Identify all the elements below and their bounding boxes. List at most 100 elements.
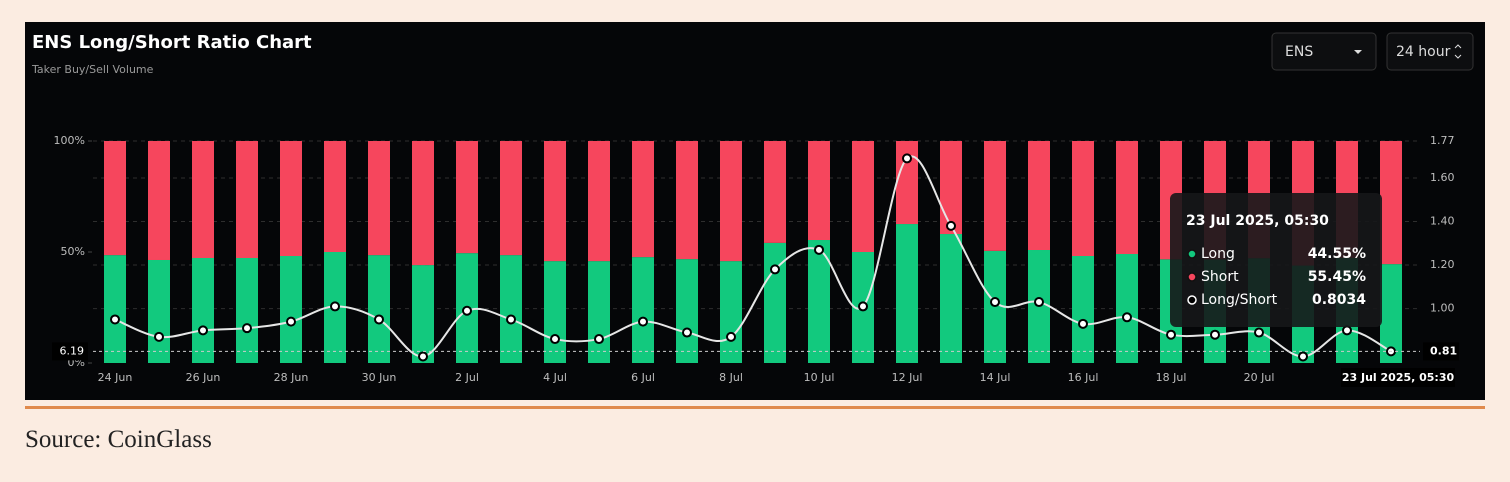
bar-long: [720, 261, 742, 363]
tooltip-swatch: [1187, 272, 1197, 282]
ratio-point: [990, 297, 1000, 308]
x-tick-label: 14 Jul: [980, 371, 1011, 384]
ratio-point: [946, 220, 956, 231]
crosshair-box: [1423, 342, 1459, 361]
chart-subtitle: Taker Buy/Sell Volume: [31, 63, 154, 76]
bar-long: [236, 257, 258, 363]
bar-long: [368, 255, 390, 363]
bar-short: [940, 141, 962, 235]
ratio-point: [858, 301, 868, 312]
ratio-point: [1122, 312, 1132, 323]
bar-short: [764, 141, 786, 243]
crosshair-box: [52, 342, 88, 361]
ratio-point: [594, 334, 604, 345]
ratio-point: [418, 351, 428, 362]
ratio-point: [1166, 329, 1176, 340]
select-arrow: [1354, 50, 1362, 54]
bar-long: [808, 240, 830, 363]
bar-long: [676, 259, 698, 363]
bar-short: [280, 141, 302, 256]
ratio-point: [1078, 318, 1088, 329]
x-tick-label: 20 Jul: [1244, 371, 1275, 384]
tooltip-box: [1170, 193, 1382, 327]
tooltip-value: 55.45%: [1308, 269, 1366, 285]
bar-short: [676, 141, 698, 260]
x-tick-label: 18 Jul: [1156, 371, 1187, 384]
y2-tick-label: 1.40: [1430, 215, 1455, 228]
bar-short: [104, 141, 126, 256]
y2-tick-label: 1.77: [1430, 134, 1455, 147]
y-tick-label: 50%: [61, 245, 85, 258]
bar-long: [192, 257, 214, 363]
bar-short: [192, 141, 214, 258]
ratio-point: [814, 244, 824, 255]
x-tick-label: 8 Jul: [719, 371, 743, 384]
bar-short: [500, 141, 522, 256]
ratio-point: [1298, 351, 1308, 362]
crosshair-box: [1341, 368, 1455, 387]
ratio-point: [330, 301, 340, 312]
chart-title: ENS Long/Short Ratio Chart: [32, 32, 312, 53]
source: Source: CoinGlass: [25, 426, 212, 453]
ratio-point: [550, 334, 560, 345]
ratio-point: [1210, 329, 1220, 340]
x-tick-label: 6 Jul: [631, 371, 655, 384]
bar-short: [1072, 141, 1094, 256]
crosshair-y-label: 6.19: [60, 344, 85, 357]
y2-tick-label: 1.60: [1430, 171, 1455, 184]
bar-short: [720, 141, 742, 262]
tooltip-title: 23 Jul 2025, 05:30: [1186, 213, 1329, 229]
bar-short: [324, 141, 346, 252]
x-tick-label: 30 Jun: [362, 371, 397, 384]
ratio-point: [1342, 325, 1352, 336]
ratio-point: [902, 153, 912, 164]
ratio-point: [154, 331, 164, 342]
ratio-point: [110, 314, 120, 325]
tooltip-swatch: [1187, 295, 1197, 305]
bar-long: [544, 261, 566, 363]
y2-tick-label: 1.00: [1430, 302, 1455, 315]
bar-long: [1116, 253, 1138, 363]
bar-long: [500, 255, 522, 363]
bar-long: [896, 224, 918, 363]
bar-short: [412, 141, 434, 266]
ratio-point: [462, 305, 472, 316]
divider: [25, 406, 1485, 409]
ratio-point: [506, 314, 516, 325]
crosshair-y2-label: 0.81: [1430, 344, 1457, 357]
bar-short: [896, 141, 918, 225]
bar-short: [984, 141, 1006, 251]
ratio-point: [198, 325, 208, 336]
bar-long: [1072, 255, 1094, 363]
tooltip-value: 0.8034: [1312, 292, 1366, 308]
y-tick-label: 100%: [54, 134, 85, 147]
ratio-point: [242, 323, 252, 334]
bar-short: [368, 141, 390, 256]
bar-short: [852, 141, 874, 252]
interval-select[interactable]: [1386, 32, 1474, 71]
bar-short: [1380, 141, 1402, 265]
tooltip-value: 44.55%: [1308, 246, 1366, 262]
x-tick-label: 16 Jul: [1068, 371, 1099, 384]
bar-long: [412, 265, 434, 363]
chart: ENS Long/Short Ratio Chart Taker Buy/Sel…: [25, 22, 1485, 409]
bar-short: [236, 141, 258, 258]
ratio-point: [770, 264, 780, 275]
bar-long: [588, 261, 610, 363]
ratio-point: [638, 316, 648, 327]
bar-long: [148, 259, 170, 363]
ratio-point: [1254, 327, 1264, 338]
bar-long: [940, 234, 962, 363]
bar-short: [1116, 141, 1138, 254]
bar-short: [456, 141, 478, 254]
ratio-point: [374, 314, 384, 325]
x-tick-label: 26 Jun: [186, 371, 221, 384]
x-tick-label: 28 Jun: [274, 371, 309, 384]
bar-long: [764, 242, 786, 363]
crosshair-x-label: 23 Jul 2025, 05:30: [1342, 371, 1455, 384]
tooltip-name: Short: [1201, 269, 1239, 285]
tooltip-name: Long/Short: [1201, 292, 1278, 308]
bar-short: [148, 141, 170, 260]
coin-select[interactable]: [1271, 32, 1377, 71]
